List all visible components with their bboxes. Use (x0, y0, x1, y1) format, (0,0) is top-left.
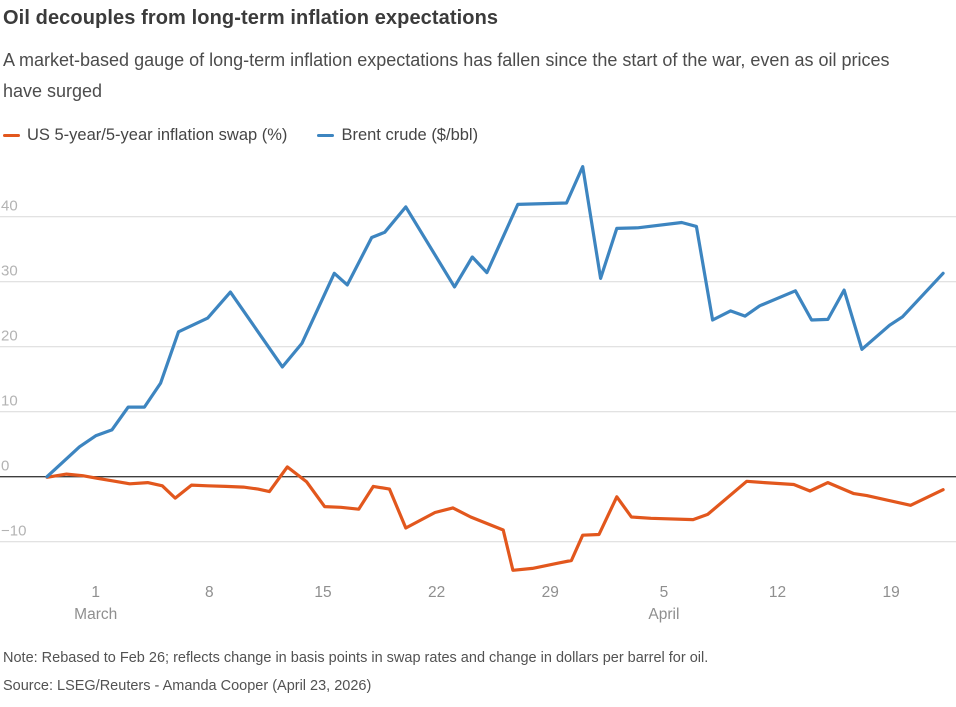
x-axis-month-label: April (648, 606, 679, 623)
x-axis-tick-label: 12 (769, 584, 786, 601)
x-axis-tick-label: 29 (542, 584, 559, 601)
y-axis-tick-label: 30 (1, 263, 18, 280)
y-axis-tick-label: 0 (1, 458, 9, 475)
x-axis-tick-label: 8 (205, 584, 214, 601)
chart-legend: US 5-year/5-year inflation swap (%) Bren… (3, 126, 478, 145)
legend-item-inflation-swap: US 5-year/5-year inflation swap (%) (3, 126, 287, 145)
legend-label: Brent crude ($/bbl) (341, 126, 479, 144)
x-axis-tick-label: 19 (883, 584, 900, 601)
x-axis-tick-label: 5 (660, 584, 669, 601)
y-axis-tick-label: 40 (1, 198, 18, 215)
x-axis-tick-label: 15 (314, 584, 331, 601)
series-line (45, 465, 945, 572)
y-axis-tick-label: 20 (1, 328, 18, 345)
x-axis-month-label: March (74, 606, 117, 623)
chart-subtitle: A market-based gauge of long-term inflat… (3, 50, 890, 101)
y-axis-tick-label: −10 (1, 523, 26, 540)
legend-item-brent-crude: Brent crude ($/bbl) (317, 126, 478, 145)
chart-title: Oil decouples from long-term inflation e… (3, 7, 499, 29)
x-axis-tick-label: 22 (428, 584, 445, 601)
legend-swatch-orange-icon (3, 133, 20, 138)
legend-label: US 5-year/5-year inflation swap (%) (27, 126, 288, 144)
series-line (45, 165, 945, 479)
x-axis-tick-label: 1 (91, 584, 100, 601)
y-axis-tick-label: 10 (1, 393, 18, 410)
legend-swatch-blue-icon (317, 133, 335, 138)
chart-note: Note: Rebased to Feb 26; reflects change… (3, 650, 709, 666)
chart-source: Source: LSEG/Reuters - Amanda Cooper (Ap… (3, 678, 372, 694)
